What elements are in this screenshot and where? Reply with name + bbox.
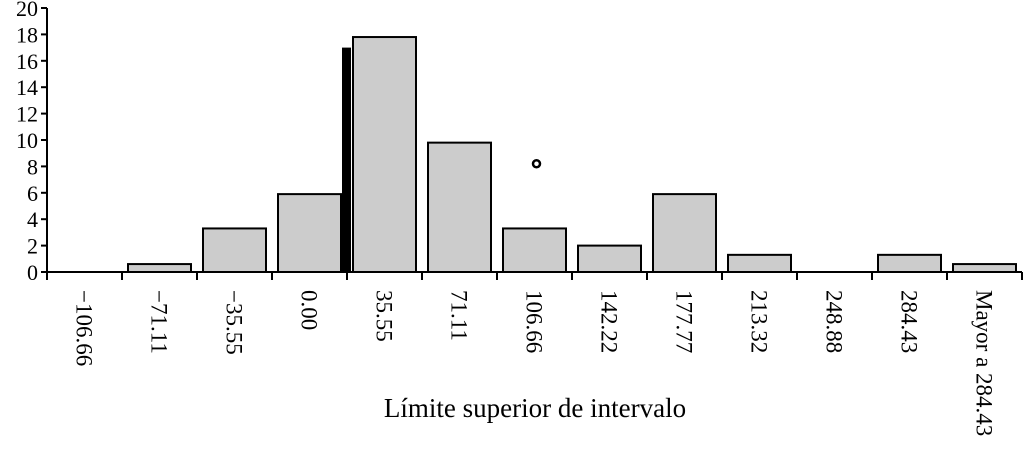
x-tick-label: 284.43 (896, 290, 921, 353)
bar (352, 36, 417, 274)
y-tick-label: 4 (27, 207, 38, 232)
y-tick-label: 6 (27, 181, 38, 206)
x-tick-label: 177.77 (671, 290, 696, 353)
y-tick-label: 14 (16, 75, 38, 100)
bar (952, 263, 1017, 273)
x-tick-label: Mayor a 284.43 (971, 290, 996, 436)
bar (652, 193, 717, 273)
bar (427, 141, 492, 273)
bar (127, 263, 192, 273)
x-axis-title: Límite superior de intervalo (384, 393, 686, 423)
bar-group (127, 36, 1017, 274)
x-tick-label: 35.55 (371, 290, 396, 342)
x-tick-label: −35.55 (221, 290, 246, 355)
mean-marker-line (342, 47, 351, 272)
y-tick-label: 18 (16, 22, 38, 47)
x-ticks: −106.66 −71.11 −35.55 0.00 35.55 71.11 106.66 1… (46, 272, 1023, 436)
outlier-marker (531, 159, 542, 169)
bar (277, 193, 342, 273)
bar (877, 253, 942, 273)
x-tick-label: 213.32 (746, 290, 771, 353)
bar (577, 244, 642, 274)
y-tick-label: 8 (27, 154, 38, 179)
bar (727, 253, 792, 273)
y-tick-label: 2 (27, 234, 38, 259)
y-tick-label: 12 (16, 102, 38, 127)
annotation-group (342, 47, 542, 272)
x-tick-label: 142.22 (596, 290, 621, 353)
x-tick-label: −106.66 (71, 290, 96, 366)
x-tick-label: 248.88 (821, 290, 846, 353)
y-tick-label: 16 (16, 49, 38, 74)
y-tick-label: 0 (27, 260, 38, 285)
x-tick-label: 0.00 (296, 290, 321, 330)
bar (202, 227, 267, 274)
y-tick-label: 20 (16, 0, 38, 21)
x-tick-label: −71.11 (146, 290, 171, 354)
x-tick-label: 106.66 (521, 290, 546, 353)
x-tick-label: 71.11 (446, 290, 471, 341)
bar (502, 227, 567, 274)
y-tick-label: 10 (16, 128, 38, 153)
